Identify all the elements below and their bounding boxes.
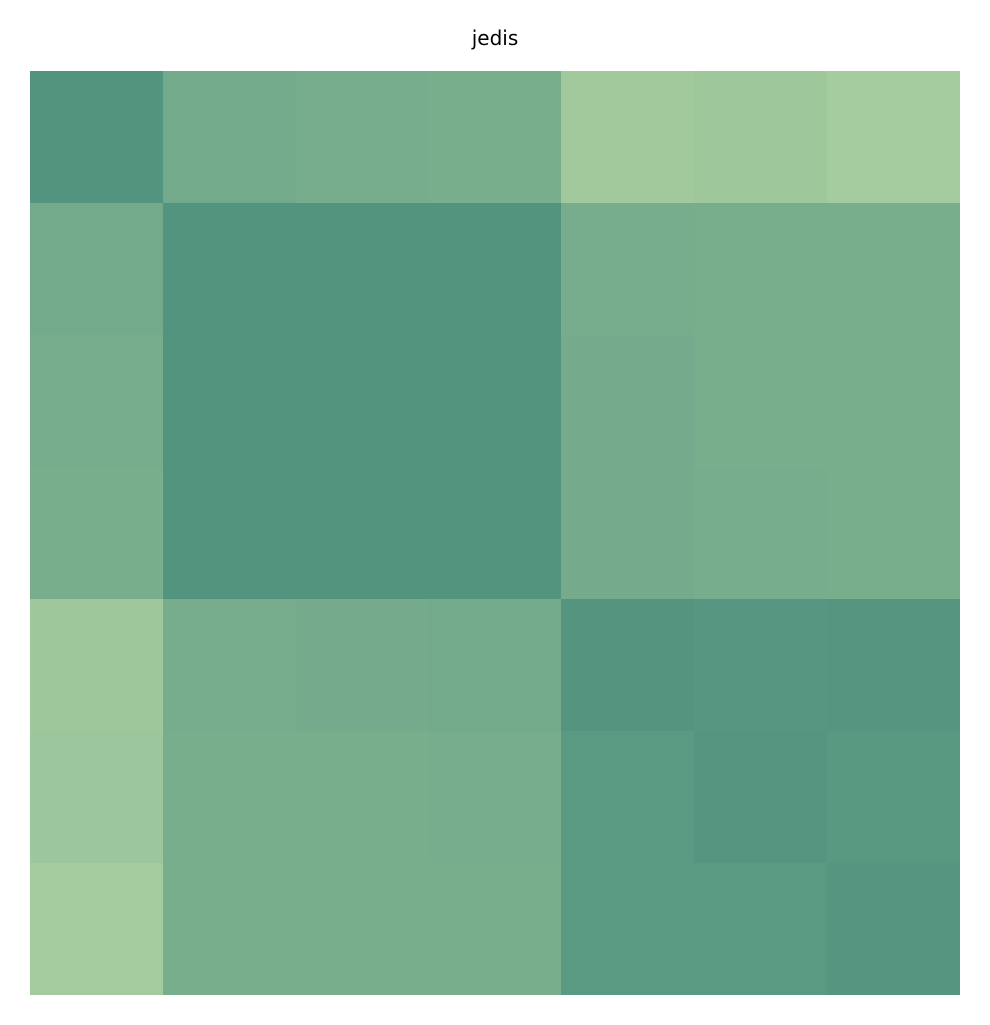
heatmap-cell-r5-c0 bbox=[30, 731, 163, 863]
heatmap-cell-r5-c4 bbox=[561, 731, 694, 863]
heatmap-cell-r1-c4 bbox=[561, 203, 694, 335]
heatmap-cell-r0-c3 bbox=[429, 71, 561, 203]
heatmap-cell-r2-c2 bbox=[296, 335, 429, 467]
heatmap-cell-r5-c1 bbox=[163, 731, 296, 863]
heatmap-cell-r2-c1 bbox=[163, 335, 296, 467]
heatmap-cell-r0-c2 bbox=[296, 71, 429, 203]
heatmap-cell-r1-c2 bbox=[296, 203, 429, 335]
heatmap-cell-r1-c6 bbox=[827, 203, 960, 335]
heatmap-cell-r0-c0 bbox=[30, 71, 163, 203]
heatmap-cell-r3-c6 bbox=[827, 467, 960, 599]
heatmap-cell-r5-c5 bbox=[694, 731, 827, 863]
heatmap-cell-r4-c0 bbox=[30, 599, 163, 731]
heatmap-cell-r6-c2 bbox=[296, 863, 429, 995]
heatmap-cell-r3-c2 bbox=[296, 467, 429, 599]
heatmap-cell-r0-c6 bbox=[827, 71, 960, 203]
heatmap-cell-r2-c4 bbox=[561, 335, 694, 467]
heatmap-cell-r6-c1 bbox=[163, 863, 296, 995]
heatmap-cell-r4-c4 bbox=[561, 599, 694, 731]
heatmap-cell-r2-c3 bbox=[429, 335, 561, 467]
heatmap-cell-r6-c0 bbox=[30, 863, 163, 995]
heatmap-cell-r0-c4 bbox=[561, 71, 694, 203]
heatmap-cell-r4-c6 bbox=[827, 599, 960, 731]
heatmap-cell-r5-c6 bbox=[827, 731, 960, 863]
heatmap-cell-r1-c3 bbox=[429, 203, 561, 335]
heatmap-cell-r0-c1 bbox=[163, 71, 296, 203]
heatmap-cell-r3-c4 bbox=[561, 467, 694, 599]
heatmap-cell-r2-c0 bbox=[30, 335, 163, 467]
heatmap-cell-r5-c3 bbox=[429, 731, 561, 863]
heatmap-cell-r3-c5 bbox=[694, 467, 827, 599]
heatmap-cell-r3-c1 bbox=[163, 467, 296, 599]
heatmap-cell-r4-c5 bbox=[694, 599, 827, 731]
heatmap-cell-r2-c5 bbox=[694, 335, 827, 467]
heatmap-cell-r4-c2 bbox=[296, 599, 429, 731]
heatmap-plot bbox=[30, 71, 960, 995]
heatmap-cell-r6-c3 bbox=[429, 863, 561, 995]
heatmap-cell-r4-c3 bbox=[429, 599, 561, 731]
heatmap-cell-r1-c0 bbox=[30, 203, 163, 335]
heatmap-cell-r3-c0 bbox=[30, 467, 163, 599]
heatmap-cell-r0-c5 bbox=[694, 71, 827, 203]
heatmap-cell-r3-c3 bbox=[429, 467, 561, 599]
chart-title: jedis bbox=[471, 26, 519, 50]
heatmap-cell-r4-c1 bbox=[163, 599, 296, 731]
heatmap-cell-r1-c5 bbox=[694, 203, 827, 335]
heatmap-cell-r2-c6 bbox=[827, 335, 960, 467]
heatmap-cell-r1-c1 bbox=[163, 203, 296, 335]
heatmap-cell-r6-c6 bbox=[827, 863, 960, 995]
heatmap-cell-r6-c5 bbox=[694, 863, 827, 995]
heatmap-cell-r6-c4 bbox=[561, 863, 694, 995]
heatmap-cell-r5-c2 bbox=[296, 731, 429, 863]
